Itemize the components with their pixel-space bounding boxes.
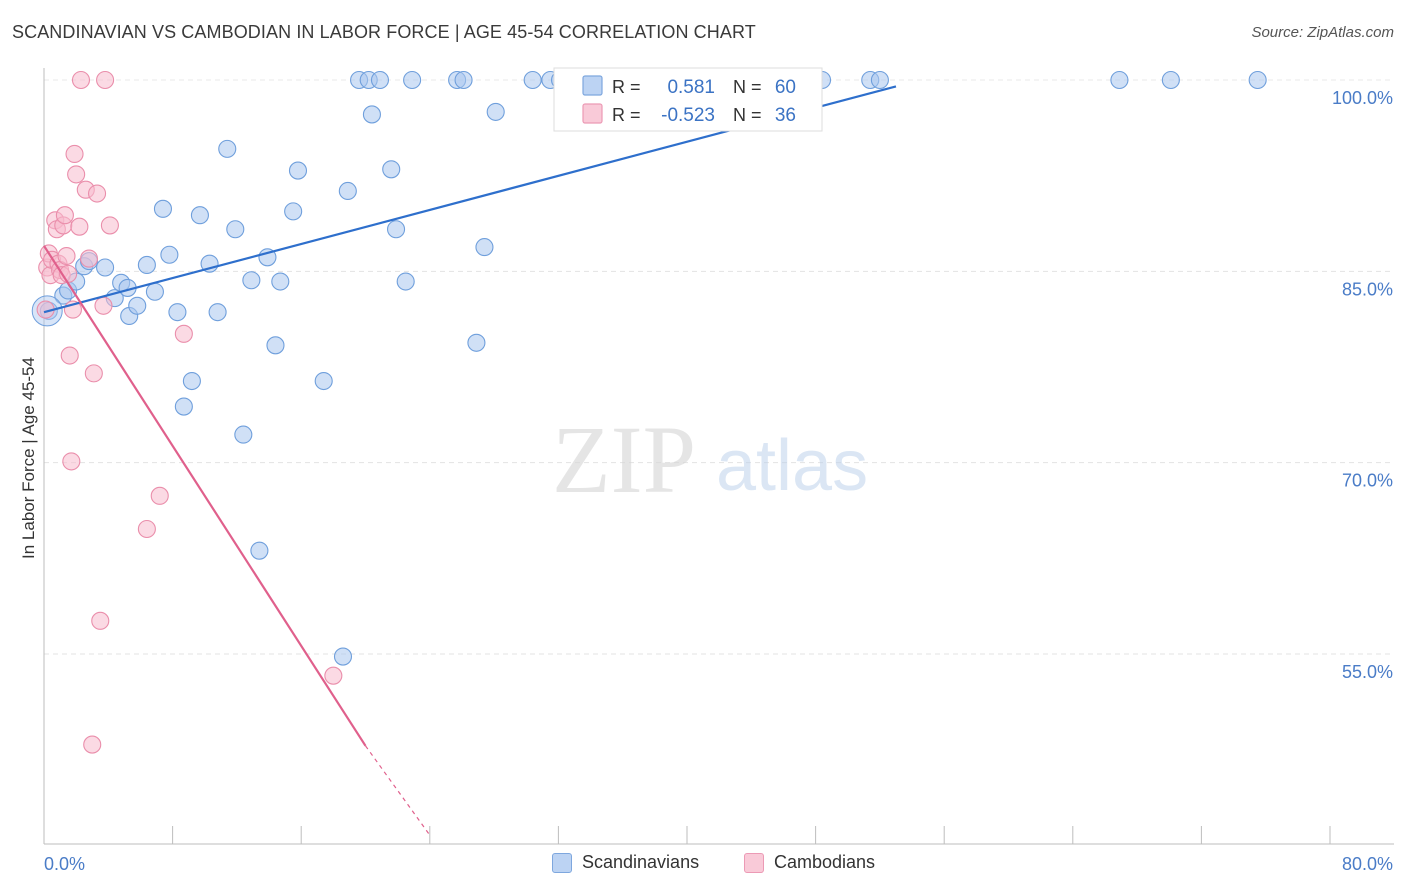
scandinavian-point <box>338 181 357 201</box>
cambodian-points <box>36 70 343 754</box>
scandinavian-point <box>182 371 201 391</box>
stats-legend: R = R = 0.581 -0.523 N = N = 60 36 <box>553 67 823 132</box>
y-axis-title: In Labor Force | Age 45-54 <box>19 357 38 559</box>
axes <box>43 68 1394 845</box>
x-tick-labels: 0.0% 80.0% <box>44 854 1393 874</box>
scandinavian-point <box>362 105 381 124</box>
cambodian-point <box>100 216 119 235</box>
cambodian-point <box>60 346 79 365</box>
scandinavian-point <box>137 255 156 275</box>
scandinavian-point <box>382 160 401 179</box>
scandinavian-point <box>250 541 269 560</box>
scandinavian-point <box>523 70 542 90</box>
scandinavian-point <box>1110 70 1129 90</box>
legend-n-label: N = <box>733 105 762 125</box>
cambodian-point <box>91 611 110 630</box>
cambodian-point <box>71 70 91 90</box>
cambodian-point <box>55 206 74 225</box>
y-tick-label: 85.0% <box>1342 279 1393 299</box>
cambodian-point <box>62 452 81 471</box>
y-tick-labels: 55.0% 70.0% 85.0% 100.0% <box>1332 88 1393 682</box>
scandinavian-point <box>454 70 473 90</box>
x-tick-label: 0.0% <box>44 854 85 874</box>
legend-swatch-scandinavians <box>582 75 603 96</box>
scandinavian-point <box>168 303 187 322</box>
cambodian-point <box>137 519 156 539</box>
cambodian-point <box>70 217 89 236</box>
watermark: ZIP atlas <box>552 406 868 513</box>
cambodian-point <box>84 364 103 383</box>
cambodian-point <box>79 249 99 268</box>
cambodian-point <box>150 486 169 505</box>
cambodian-point <box>324 666 343 685</box>
scandinavian-points <box>31 70 1267 666</box>
scandinavian-point <box>242 271 261 290</box>
legend-r-value: 0.581 <box>667 77 715 98</box>
scandinavian-point <box>486 102 505 121</box>
scandinavian-point <box>208 303 227 322</box>
cambodian-point <box>83 735 102 754</box>
scandinavian-point <box>370 70 390 90</box>
legend-label: Scandinavians <box>582 852 700 872</box>
scandinavian-point <box>271 272 290 291</box>
y-tick-label: 70.0% <box>1342 471 1393 491</box>
cambodian-point <box>67 165 86 184</box>
legend-swatch <box>744 852 764 873</box>
scandinavian-point <box>403 70 422 90</box>
legend-r-value: -0.523 <box>661 105 715 126</box>
scandinavian-point <box>314 371 333 391</box>
scandinavian-point <box>160 245 179 264</box>
scandinavian-point <box>266 336 285 355</box>
scandinavian-point <box>870 70 889 90</box>
source-credit: Source: ZipAtlas.com <box>1251 24 1394 41</box>
legend-n-value: 60 <box>775 77 796 98</box>
legend-swatch-cambodians <box>582 103 603 124</box>
cambodian-trendline-extension <box>365 745 431 836</box>
scandinavian-point <box>145 282 164 301</box>
scandinavian-point <box>153 199 173 218</box>
scandinavian-point <box>218 139 237 158</box>
legend-swatch <box>552 852 572 873</box>
bottom-legend: Scandinavians Cambodians <box>0 852 1406 878</box>
scandinavian-point <box>467 333 486 352</box>
scandinavian-point <box>288 161 308 180</box>
legend-n-label: N = <box>733 77 762 97</box>
scandinavian-point <box>128 296 147 315</box>
scandinavian-point <box>234 425 253 444</box>
y-tick-label: 55.0% <box>1342 662 1393 682</box>
cambodian-point <box>65 144 84 164</box>
y-tick-label: 100.0% <box>1332 88 1393 108</box>
gridlines <box>44 79 1394 655</box>
scandinavian-point <box>190 206 209 225</box>
scandinavian-point <box>396 272 415 291</box>
legend-item-scandinavians: Scandinavians <box>552 852 699 873</box>
scandinavian-point <box>284 202 303 221</box>
legend-r-label: R = <box>612 105 641 125</box>
legend-item-cambodians: Cambodians <box>744 852 875 873</box>
cambodian-point <box>94 296 113 315</box>
scandinavian-point <box>386 220 406 239</box>
x-tick-label: 80.0% <box>1342 854 1393 874</box>
chart-title: SCANDINAVIAN VS CAMBODIAN IN LABOR FORCE… <box>12 22 756 42</box>
watermark-zip: ZIP <box>552 406 696 513</box>
cambodian-point <box>174 324 193 343</box>
scandinavian-point <box>96 258 115 277</box>
legend-label: Cambodians <box>774 852 876 872</box>
scandinavian-point <box>226 220 245 239</box>
cambodian-point <box>96 70 115 90</box>
watermark-atlas: atlas <box>716 426 868 506</box>
legend-r-label: R = <box>612 77 641 97</box>
cambodian-trendline <box>43 245 367 747</box>
legend-n-value: 36 <box>775 105 796 126</box>
scandinavian-point <box>475 238 494 257</box>
scandinavian-point <box>1248 70 1267 90</box>
scandinavian-point <box>1161 70 1180 90</box>
cambodian-point <box>87 184 107 203</box>
scandinavian-point <box>174 397 193 416</box>
cambodian-point <box>57 246 76 266</box>
scandinavian-point <box>333 647 353 666</box>
